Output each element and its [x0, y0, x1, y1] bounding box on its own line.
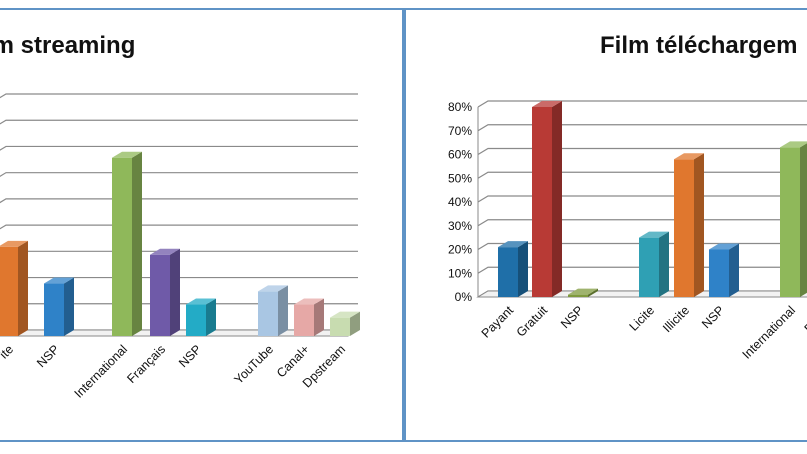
download-bar — [674, 153, 704, 297]
streaming-gridline — [0, 119, 358, 125]
download-gridline — [477, 219, 807, 227]
chart-title-streaming: lm streaming — [0, 32, 136, 59]
streaming-bar — [44, 277, 74, 336]
download-gridline — [477, 147, 807, 156]
download-bar — [639, 231, 669, 297]
streaming-gridline — [0, 224, 358, 230]
download-x-tick-label: Licite — [627, 303, 658, 334]
download-y-tick-label: 10% — [448, 266, 472, 280]
download-x-tick-label: Illicite — [660, 303, 692, 335]
download-y-tick-label: 80% — [448, 100, 472, 114]
download-y-tick-label: 30% — [448, 219, 472, 233]
download-x-tick-label: NSP — [558, 303, 586, 331]
streaming-bar — [112, 151, 142, 336]
download-y-tick-label: 70% — [448, 124, 472, 138]
download-x-tick-label: Payant — [479, 303, 517, 341]
download-bar — [780, 141, 807, 297]
download-y-tick-label: 50% — [448, 171, 472, 185]
download-bar — [498, 241, 528, 297]
streaming-bar — [294, 298, 324, 336]
download-y-tick-label: 40% — [448, 195, 472, 209]
download-y-tick-label: 60% — [448, 148, 472, 162]
streaming-gridline — [0, 93, 358, 99]
download-y-tick-label: 0% — [455, 290, 473, 304]
download-gridline — [477, 195, 807, 203]
streaming-bar — [0, 240, 28, 336]
streaming-bar — [186, 298, 216, 336]
streaming-gridline — [0, 145, 358, 151]
download-x-tick-label: NSP — [699, 303, 727, 331]
download-gridline — [477, 171, 807, 179]
streaming-bar — [258, 285, 288, 336]
download-bar — [568, 288, 598, 297]
download-bar — [709, 243, 739, 297]
download-x-tick-label: International — [740, 303, 799, 362]
download-y-tick-label: 20% — [448, 243, 472, 257]
streaming-x-tick-label: NSP — [34, 342, 62, 370]
chart-title-download: Film téléchargem — [600, 32, 798, 59]
download-gridline — [477, 124, 807, 132]
chart-panel-download: Film téléchargem 0% 10% 20% 30% 40% 50% 60% 70%… — [404, 8, 807, 442]
streaming-x-tick-label: ite — [0, 342, 16, 361]
streaming-gridline — [0, 198, 358, 204]
streaming-x-tick-label: YouTube — [231, 342, 276, 387]
download-x-tick-label: Franç — [802, 303, 807, 335]
streaming-x-tick-label: Français — [124, 342, 168, 386]
chart-panel-streaming: lm streaming ite NSP International Français… — [0, 8, 404, 442]
streaming-gridline — [0, 172, 358, 177]
download-bar — [532, 101, 562, 297]
download-x-tick-label: Gratuit — [514, 303, 551, 340]
streaming-x-tick-label: NSP — [176, 342, 204, 370]
streaming-bar — [330, 311, 360, 336]
download-gridline — [477, 100, 807, 108]
streaming-x-tick-label: International — [72, 342, 131, 401]
streaming-bar — [150, 248, 180, 336]
